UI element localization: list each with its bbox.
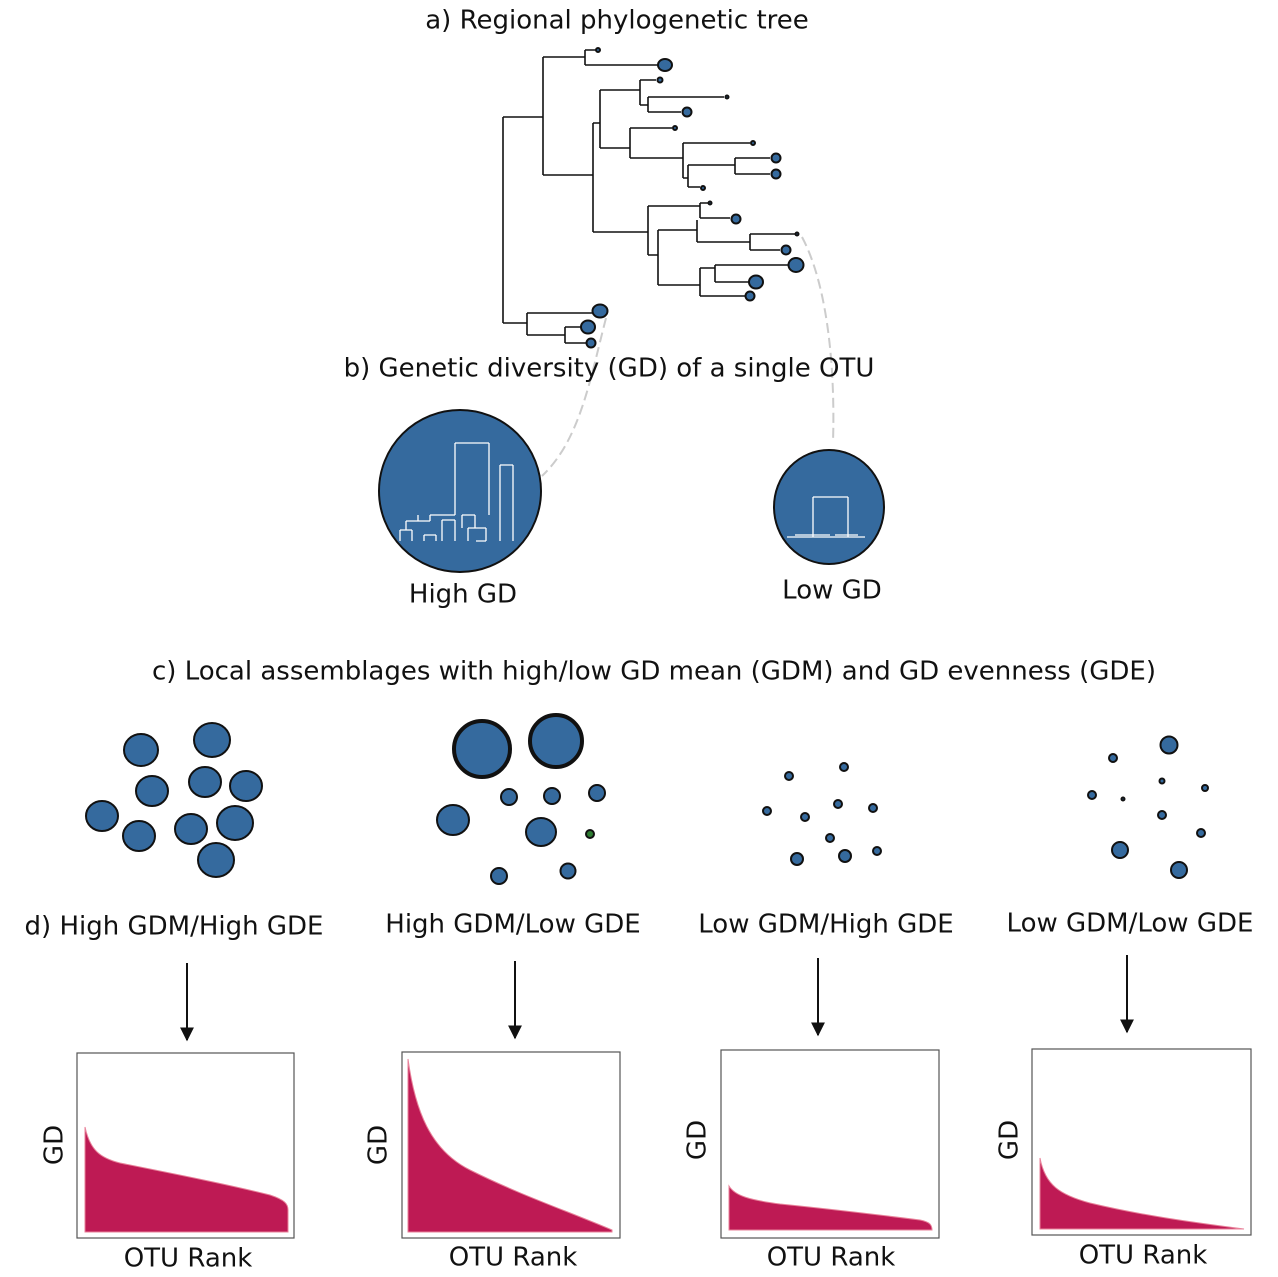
x-axis-label: OTU Rank [124,1244,253,1274]
otu-label: Low GD [782,576,882,606]
assemblage-1 [86,723,262,877]
x-axis-label: OTU Rank [767,1243,896,1273]
high-gd-otu [379,410,541,572]
y-axis-label: GD [364,1125,394,1165]
page: {"panel_a": {"title": "a) Regional phylo… [0,0,1278,1277]
figure: a) Regional phylogenetic tree b) Genetic… [0,0,1278,1277]
low-gd-otu [774,450,884,564]
assemblage-label: Low GDM/Low GDE [1007,909,1254,939]
y-axis-label: GD [683,1120,713,1160]
otu-label: High GD [409,580,517,610]
y-axis-label: GD [995,1120,1025,1160]
x-axis-label: OTU Rank [1079,1241,1208,1271]
assemblage-label: Low GDM/High GDE [698,910,953,940]
connector [542,318,606,476]
x-axis-label: OTU Rank [449,1243,578,1273]
rank-plots: d) High GDM/High GDE GD OTU Rank High GD… [25,909,1254,1274]
assemblage-3 [763,763,881,865]
y-axis-label: GD [40,1125,70,1165]
assemblage-2 [437,715,605,884]
phylogenetic-tree [503,48,804,348]
panel-a-title: a) Regional phylogenetic tree [425,6,809,36]
connector [802,237,833,442]
assemblage-label: d) High GDM/High GDE [25,912,324,942]
panel-c-title: c) Local assemblages with high/low GD me… [152,657,1156,687]
assemblage-label: High GDM/Low GDE [385,910,640,940]
panel-b-title: b) Genetic diversity (GD) of a single OT… [344,354,875,384]
assemblage-4 [1088,737,1208,879]
